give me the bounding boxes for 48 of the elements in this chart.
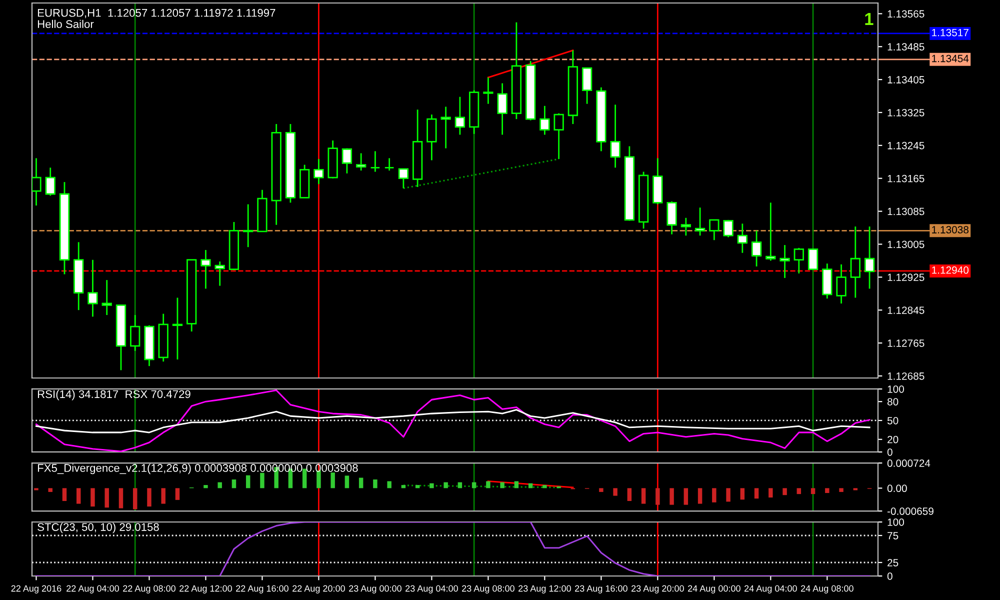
y-tick-label: 1.12685 — [888, 372, 924, 380]
y-tick-label: 1.13325 — [888, 108, 924, 116]
annotation: Hello Sailor — [38, 20, 94, 28]
chart-title: RSI(14) 34.1817 RSX 70.4729 — [38, 390, 190, 400]
ref-line-label: 1.12940 — [932, 266, 969, 274]
y-tick-label: 1.13485 — [888, 43, 924, 51]
y-tick-label: 1.12845 — [888, 306, 924, 314]
x-tick-label: 22 Aug 16:00 — [236, 585, 288, 594]
x-tick-label: 23 Aug 16:00 — [575, 585, 628, 594]
y-tick-label: 1.12765 — [888, 340, 924, 347]
x-tick-label: 24 Aug 00:00 — [688, 585, 740, 594]
y-tick-label: 100 — [888, 518, 904, 526]
x-tick-label: 22 Aug 08:00 — [123, 585, 176, 594]
x-tick-label: 24 Aug 04:00 — [744, 585, 797, 594]
chart-title: EURUSD,H1 1.12057 1.12057 1.11972 1.11997 — [38, 8, 276, 18]
x-tick-label: 22 Aug 2016 — [11, 585, 62, 594]
ref-line-label: 1.13517 — [932, 28, 968, 36]
x-tick-label: 23 Aug 00:00 — [349, 585, 402, 594]
y-tick-label: 1.13005 — [888, 240, 924, 248]
y-tick-label: -0.000659 — [887, 508, 934, 515]
x-tick-label: 24 Aug 08:00 — [801, 585, 854, 594]
y-tick-label: 0 — [887, 572, 892, 580]
x-tick-label: 22 Aug 12:00 — [180, 585, 232, 594]
y-tick-label: 0.000724 — [887, 460, 930, 467]
y-tick-label: 50 — [887, 416, 898, 424]
y-tick-label: 0.00 — [887, 484, 907, 492]
y-tick-label: 1.13405 — [888, 76, 924, 84]
x-tick-label: 22 Aug 04:00 — [66, 585, 119, 594]
ref-line-label: 1.13038 — [932, 226, 968, 234]
x-tick-label: 23 Aug 20:00 — [632, 585, 684, 594]
chart-title: STC(23, 50, 10) 29.0158 — [38, 522, 159, 534]
y-tick-label: 80 — [887, 398, 898, 406]
y-tick-label: 1.13165 — [888, 174, 924, 182]
x-tick-label: 23 Aug 08:00 — [462, 585, 514, 594]
y-tick-label: 1.13245 — [888, 142, 924, 150]
x-tick-label: 22 Aug 20:00 — [292, 585, 345, 594]
y-tick-label: 100 — [888, 385, 904, 393]
y-tick-label: 75 — [888, 532, 898, 540]
y-tick-label: 1.12925 — [888, 274, 924, 282]
y-tick-label: 20 — [888, 436, 898, 444]
x-tick-label: 23 Aug 12:00 — [518, 585, 571, 594]
y-tick-label: 1.13085 — [888, 208, 924, 216]
y-tick-label: 0 — [887, 448, 892, 456]
ref-line-label: 1.13454 — [932, 54, 969, 62]
x-tick-label: 23 Aug 04:00 — [406, 585, 458, 594]
y-tick-label: 25 — [888, 559, 898, 566]
y-tick-label: 1.13565 — [888, 10, 924, 18]
annotation: 1 — [865, 13, 874, 25]
